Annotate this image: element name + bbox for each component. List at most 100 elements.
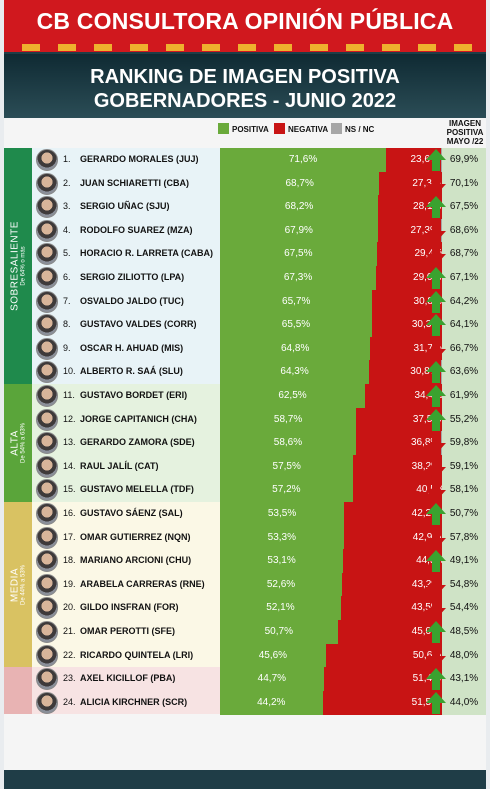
arrow-up-icon	[426, 361, 446, 384]
governor-name: MARIANO ARCIONI (CHU)	[80, 555, 192, 566]
table-row: 6. SERGIO ZILIOTTO (LPA) 67,3%29,0%3,767,1…	[34, 266, 486, 290]
band-label: MEDIA De 44% a 53%	[4, 502, 32, 668]
legend-label-negativa: NEGATIVA	[288, 125, 329, 134]
label-positiva: 71,6%	[288, 154, 318, 165]
rank-number: 17.	[63, 531, 76, 542]
label-positiva: 65,7%	[282, 295, 311, 307]
bottom-strip	[4, 770, 486, 789]
arrow-up-icon	[426, 196, 446, 219]
governor-name: RODOLFO SUAREZ (MZA)	[80, 224, 193, 235]
bar-negativa	[337, 620, 442, 644]
bar-positiva	[220, 478, 353, 503]
previous-image-value: 43,1%	[449, 673, 479, 685]
bar-negativa	[342, 572, 443, 597]
bar-positiva	[220, 148, 387, 172]
previous-image-value: 54,4%	[449, 602, 479, 614]
arrow-up-icon	[426, 290, 446, 313]
previous-image-value: 68,7%	[449, 248, 479, 260]
previous-image-value: 44,0%	[449, 696, 479, 708]
stacked-bar: 53,3%42,9%3,8	[220, 525, 457, 550]
previous-image-value: 55,2%	[449, 413, 479, 425]
stacked-bar: 65,7%30,8%3,5	[220, 289, 457, 314]
stacked-bar: 44,2%51,5%4,3	[220, 690, 456, 715]
arrow-down-icon	[426, 479, 446, 502]
rank-number: 4.	[63, 224, 71, 235]
avatar	[36, 385, 58, 407]
image-header: IMAGEN POSITIVA MAYO /22	[442, 119, 488, 146]
arrow-up-icon	[426, 314, 446, 337]
bar-positiva	[220, 336, 371, 361]
governor-name: GUSTAVO SÁENZ (SAL)	[80, 508, 183, 518]
bar-negativa	[340, 596, 442, 621]
governor-name: ALICIA KIRCHNER (SCR)	[80, 696, 188, 707]
band-name: ALTA	[9, 430, 21, 456]
legend-label-positiva: POSITIVA	[232, 125, 269, 134]
stacked-bar: 58,7%37,5%3,8	[220, 407, 457, 432]
table-row: 8.GUSTAVO VALDES (CORR)65,5%30,3%4,264,1…	[34, 313, 486, 338]
previous-image-cell	[442, 502, 486, 526]
avatar	[36, 408, 58, 431]
image-header-line2: POSITIVA	[446, 128, 484, 137]
previous-image-cell	[442, 620, 486, 644]
table-row: 17.OMAR GUTIERREZ (NQN)53,3%42,9%3,857,8…	[34, 525, 486, 550]
previous-image-value: 49,1%	[449, 555, 479, 567]
previous-image-cell	[442, 242, 486, 267]
bar-positiva	[220, 360, 370, 385]
stacked-bar: 53,1%44,5%2,4	[220, 549, 460, 574]
avatar	[36, 432, 58, 455]
governor-name: GILDO INSFRAN (FOR)	[80, 602, 179, 613]
bar-negativa	[323, 667, 443, 692]
rank-number: 8.	[63, 319, 71, 330]
bar-positiva	[220, 242, 377, 267]
rank-number: 24.	[63, 696, 76, 707]
governor-name: RAUL JALÍL (CAT)	[80, 460, 159, 471]
avatar	[36, 196, 58, 219]
chart-title-line1: RANKING DE IMAGEN POSITIVA	[90, 66, 400, 88]
label-negativa: 51,4%	[324, 673, 441, 684]
previous-image-cell	[442, 195, 486, 220]
rank-number: 20.	[63, 602, 76, 613]
stacked-bar: 67,9%27,3%4,8	[220, 218, 454, 243]
label-negativa: 30,3%	[411, 319, 441, 331]
stacked-bar: 50,7%45,0%4,3	[220, 620, 456, 644]
table-row: 22.RICARDO QUINTELA (LRI)45,6%50,6%3,848…	[34, 643, 486, 668]
rank-number: 5.	[63, 248, 71, 259]
bar-positiva	[220, 218, 378, 243]
brand-title: CB CONSULTORA OPINIÓN PÚBLICA	[36, 8, 454, 34]
bar-negativa	[344, 502, 442, 526]
arrow-down-icon	[426, 573, 446, 596]
governor-name: GUSTAVO MELELLA (TDF)	[80, 484, 194, 495]
previous-image-cell	[442, 218, 486, 243]
label-positiva: 44,7%	[257, 673, 287, 685]
label-positiva: 57,2%	[272, 484, 301, 496]
rank-number: 15.	[63, 484, 76, 495]
rank-number: 16.	[63, 508, 76, 518]
rank-number: 21.	[63, 626, 76, 636]
label-negativa: 40,5%	[416, 484, 445, 496]
label-negativa: 30,8%	[410, 366, 439, 378]
previous-image-cell	[442, 407, 486, 432]
table-row: 13.GERARDO ZAMORA (SDE)58,6%36,8%4,659,8…	[34, 431, 486, 456]
previous-image-cell	[442, 266, 486, 290]
table-row: 23.AXEL KICILLOF (PBA)44,7%51,4%3,943,1%	[34, 667, 486, 692]
governor-name: JORGE CAPITANICH (CHA)	[80, 413, 197, 424]
label-negativa: 51,5%	[411, 696, 440, 708]
table-row: 5.HORACIO R. LARRETA (CABA)67,5%29,4%3,1…	[34, 242, 486, 267]
table-row: 18. MARIANO ARCIONI (CHU) 53,1%44,5%2,449,…	[34, 549, 486, 574]
previous-image-cell	[442, 572, 486, 597]
label-positiva: 64,8%	[280, 342, 310, 354]
label-positiva: 50,7%	[264, 626, 293, 637]
table-row: 7. OSVALDO JALDO (TUC) 65,7%30,8%3,564,2%	[34, 289, 486, 314]
rank-number: 12.	[63, 413, 76, 424]
governor-name: SERGIO UÑAC (SJU)	[80, 201, 170, 212]
avatar	[36, 573, 58, 596]
avatar	[36, 314, 58, 337]
previous-image-value: 67,1%	[449, 272, 479, 283]
governor-name: ALBERTO R. SAÁ (SLU)	[80, 366, 183, 377]
table-row: 16.GUSTAVO SÁENZ (SAL)53,5%42,2%4,350,7%	[34, 502, 486, 526]
avatar	[36, 691, 58, 714]
legend-label-nsnc: NS / NC	[345, 125, 375, 134]
stacked-bar: 65,5%30,3%4,2	[220, 313, 456, 338]
stacked-bar: 62,5%34,4%3,1	[220, 384, 458, 408]
governor-name: OMAR GUTIERREZ (NQN)	[80, 531, 191, 542]
